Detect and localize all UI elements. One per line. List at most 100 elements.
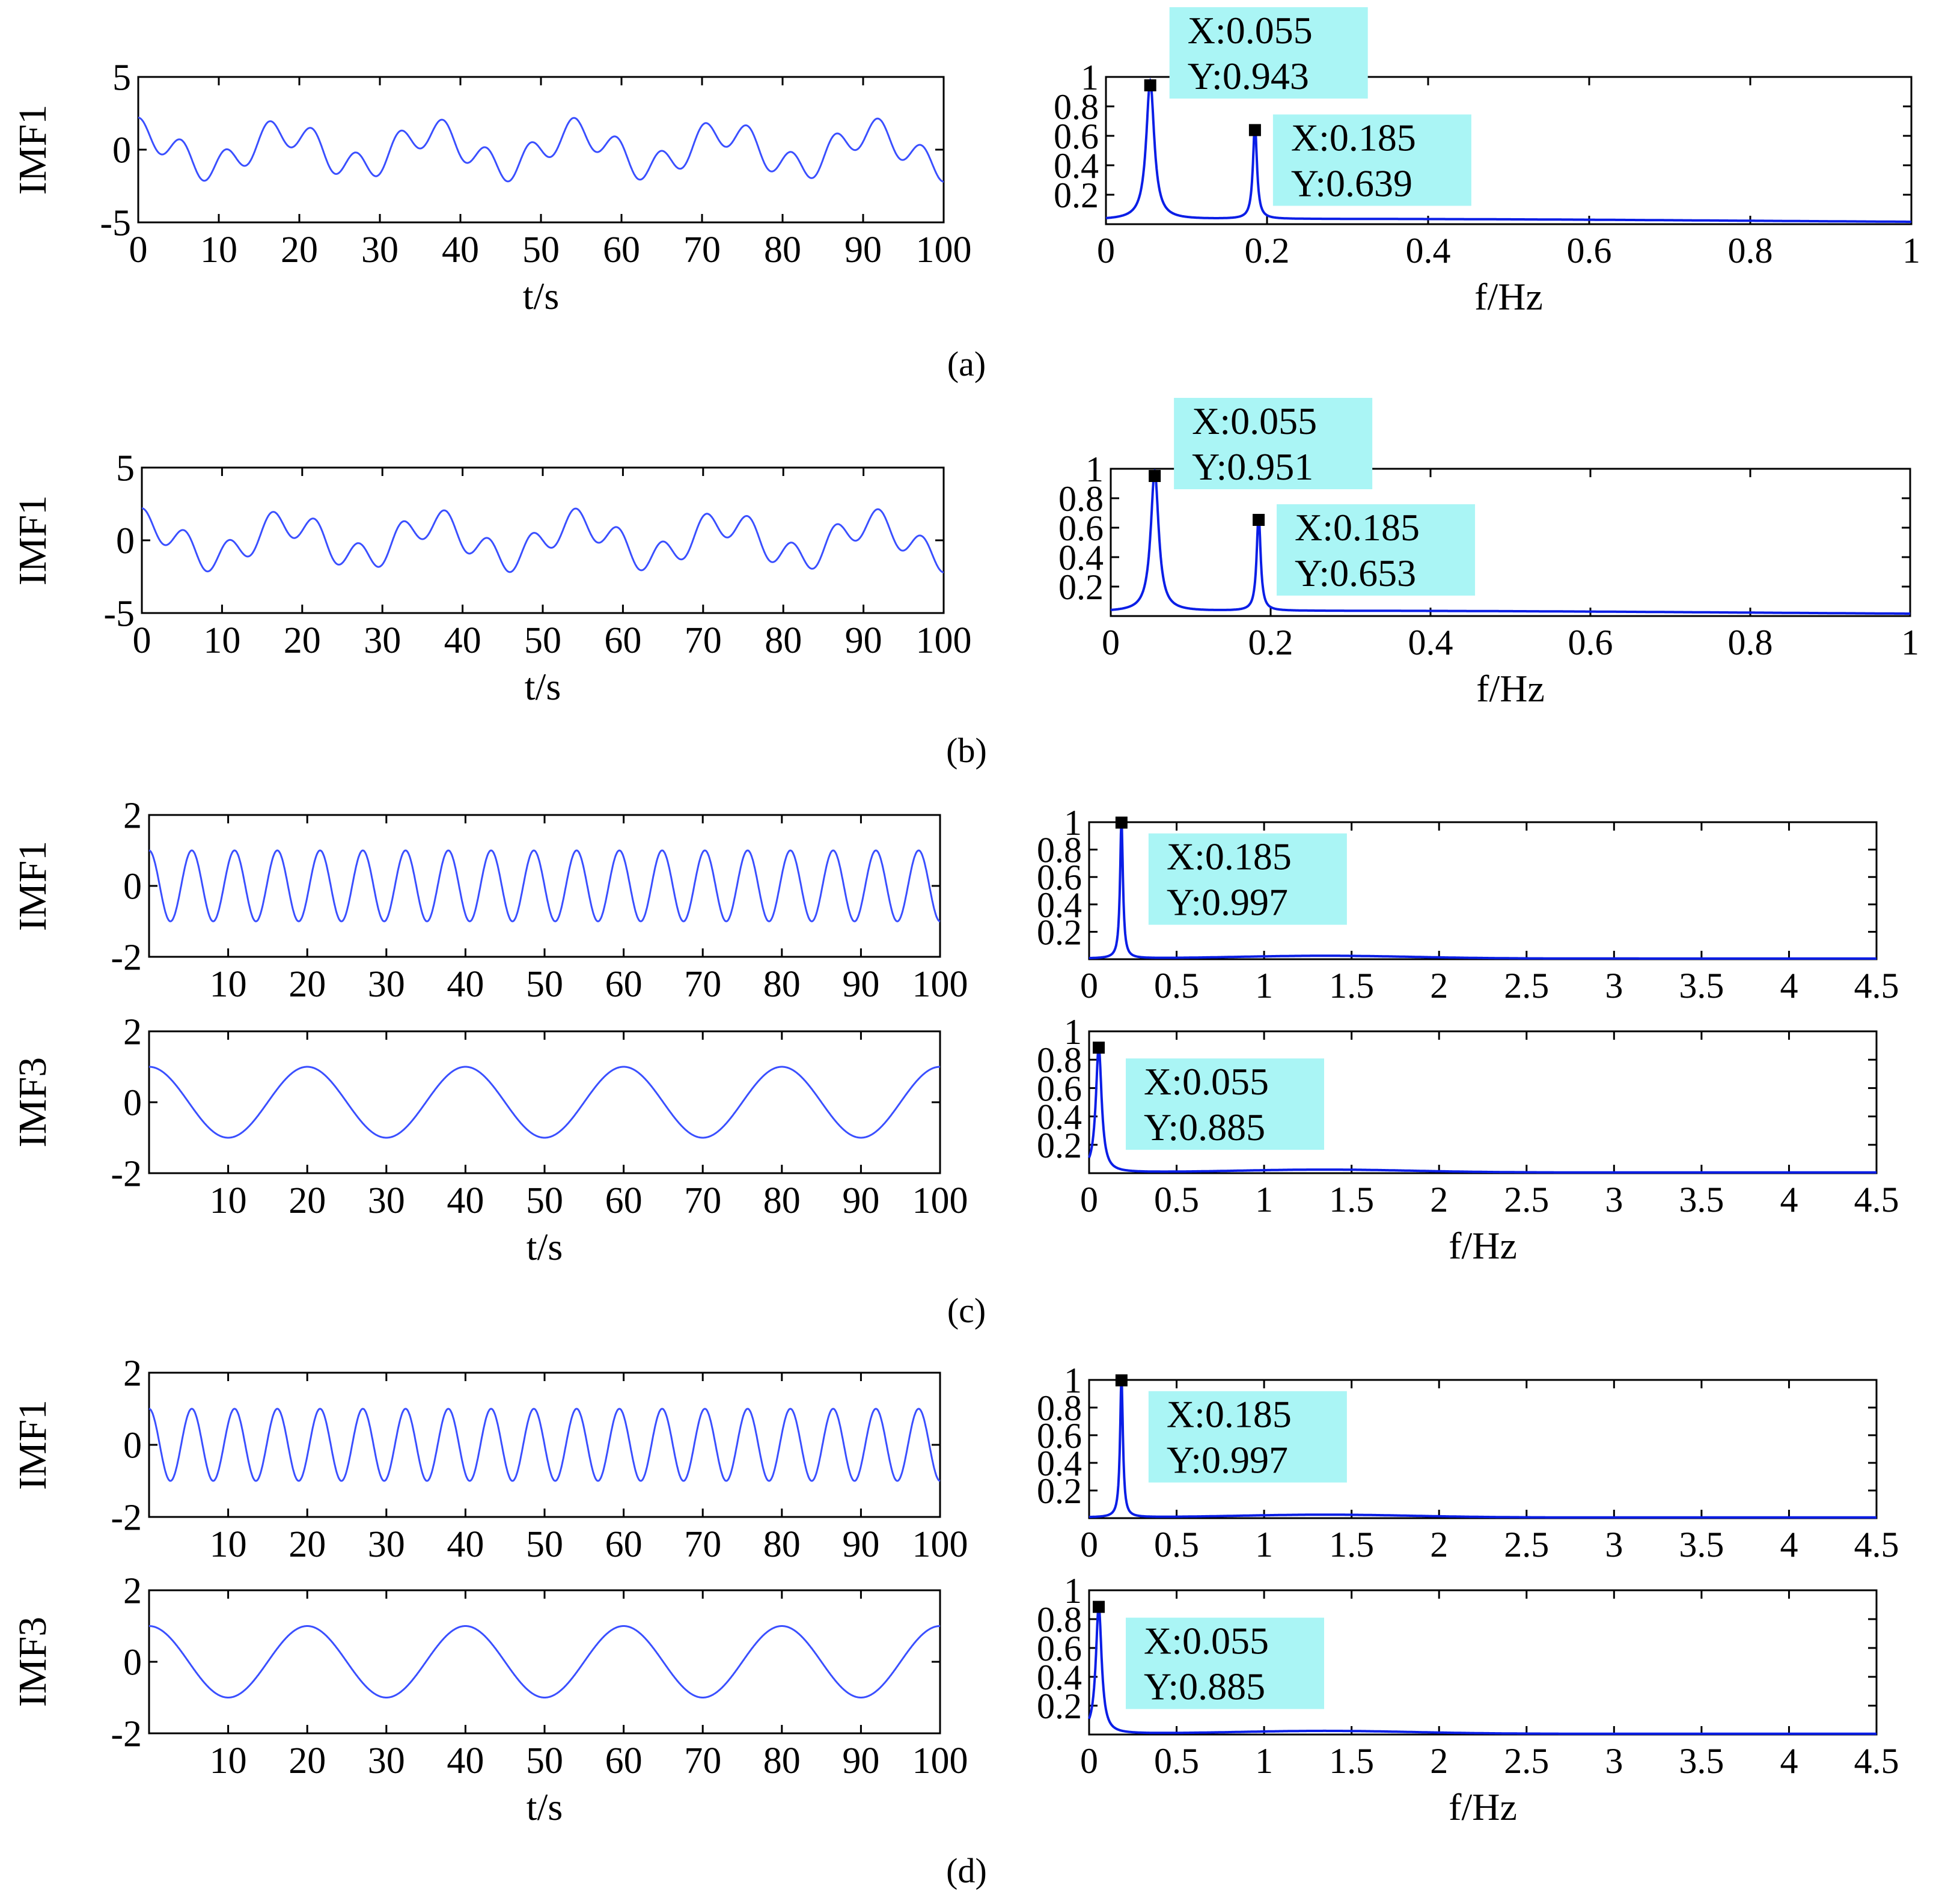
- datatip-box: [1148, 833, 1347, 925]
- y-tick-label: -2: [111, 938, 142, 978]
- datatip-marker: [1115, 1374, 1128, 1387]
- chart-d-spec-3: 0 0.5 1 1.5 2 2.5 3 3.5 4 4.50.20.40.60.81f/HzX:0…: [1037, 1571, 1899, 1828]
- x-tick-label: 80: [763, 1524, 801, 1565]
- x-axis-label: t/s: [525, 665, 561, 708]
- datatip-box: [1272, 114, 1471, 206]
- x-tick-label: 20: [284, 620, 321, 661]
- x-tick-label: 2.5: [1504, 1180, 1549, 1219]
- x-tick-label: 1.5: [1329, 1525, 1374, 1564]
- y-tick-label: 0.2: [1037, 1126, 1082, 1165]
- chart-a-spec: 0 0.2 0.4 0.6 0.8 10.20.40.60.81f/HzX:0.055Y:…: [1054, 7, 1920, 318]
- x-tick-label: 0: [1080, 966, 1098, 1005]
- axes-frame: [1088, 1589, 1878, 1736]
- x-tick-label: 20: [281, 230, 318, 270]
- x-tick-label: 0.2: [1248, 623, 1293, 662]
- panel-label-b: (b): [946, 731, 987, 770]
- y-tick-label: -2: [111, 1154, 142, 1195]
- x-tick-label: 2: [1430, 1180, 1448, 1219]
- datatip-box: [1126, 1617, 1325, 1709]
- y-tick-label: 0.8: [1037, 1388, 1082, 1428]
- x-tick-label: 20: [289, 1524, 326, 1565]
- datatip-x-label: X:0.055: [1144, 1060, 1269, 1103]
- x-tick-label: 90: [842, 1741, 879, 1781]
- y-tick-label: 2: [123, 1012, 142, 1053]
- datatip-marker: [1149, 470, 1161, 483]
- spectrum-line: [1105, 78, 1911, 223]
- signal-line-IMF1: [148, 1408, 941, 1482]
- x-axis-label: f/Hz: [1449, 1224, 1517, 1267]
- x-tick-label: 0.6: [1567, 231, 1612, 270]
- x-tick-label: 2.5: [1504, 1741, 1549, 1781]
- signal-line-IMF1: [138, 117, 944, 183]
- datatip-marker: [1253, 514, 1265, 526]
- x-tick-label: 100: [912, 1524, 968, 1565]
- y-tick-label: 1: [1064, 1361, 1082, 1400]
- signal-line-IMF1: [142, 507, 944, 573]
- spectrum-line: [1088, 1044, 1877, 1174]
- y-tick-label: 0.6: [1037, 1416, 1082, 1456]
- x-tick-label: 0.4: [1406, 231, 1451, 270]
- x-tick-label: 90: [844, 230, 882, 270]
- datatip-x-label: X:0.055: [1144, 1620, 1269, 1662]
- x-tick-label: 0.8: [1728, 231, 1773, 270]
- x-tick-label: 20: [289, 964, 326, 1005]
- datatip-marker: [1248, 124, 1261, 136]
- chart-d-time-3: 10 20 30 40 50 60 70 80 90 100 -2 0 2 t/s IMF3: [11, 1571, 968, 1828]
- y-axis-label: IMF1: [11, 495, 55, 585]
- y-tick-label: 0.4: [1037, 885, 1082, 925]
- datatip-x-label: X:0.185: [1167, 835, 1292, 878]
- x-tick-label: 0: [1097, 231, 1115, 270]
- x-tick-label: 3: [1605, 1525, 1623, 1564]
- x-tick-label: 3.5: [1679, 966, 1724, 1005]
- panel-label-a: (a): [947, 344, 986, 383]
- chart-c-spec-1: 0 0.5 1 1.5 2 2.5 3 3.5 4 4.50.20.40.60.81X:0.185…: [1037, 803, 1899, 1005]
- x-tick-label: 0.2: [1245, 231, 1290, 270]
- x-tick-label: 60: [605, 1741, 643, 1781]
- x-tick-label: 40: [447, 1741, 484, 1781]
- y-tick-label: 2: [123, 1353, 142, 1394]
- x-tick-label: 90: [842, 1180, 879, 1221]
- x-tick-label: 100: [912, 1741, 968, 1781]
- x-tick-label: 0: [1080, 1180, 1098, 1219]
- x-tick-label: 1: [1255, 1525, 1273, 1564]
- datatip-y-label: Y:0.885: [1144, 1106, 1265, 1149]
- x-tick-label: 80: [763, 1741, 801, 1781]
- x-tick-label: 30: [364, 620, 401, 661]
- x-tick-label: 2.5: [1504, 966, 1549, 1005]
- datatip-y-label: Y:0.943: [1188, 55, 1309, 97]
- x-tick-label: 80: [764, 230, 801, 270]
- x-tick-label: 3: [1605, 1180, 1623, 1219]
- x-tick-label: 1: [1901, 623, 1919, 662]
- x-tick-label: 1: [1255, 1741, 1273, 1781]
- y-axis-label: IMF1: [11, 1400, 55, 1490]
- y-tick-label: -2: [111, 1714, 142, 1755]
- spectrum-line: [1110, 468, 1910, 615]
- x-axis-label: f/Hz: [1449, 1786, 1517, 1828]
- x-tick-label: 30: [361, 230, 399, 270]
- y-tick-label: 0.4: [1037, 1444, 1082, 1483]
- x-tick-label: 0.4: [1408, 623, 1453, 662]
- x-tick-label: 50: [522, 230, 560, 270]
- x-tick-label: 10: [210, 964, 247, 1005]
- x-tick-label: 2: [1430, 1525, 1448, 1564]
- datatip-y-label: Y:0.639: [1291, 162, 1412, 204]
- y-tick-label: 2: [123, 1571, 142, 1612]
- x-tick-label: 40: [442, 230, 479, 270]
- y-tick-label: 1: [1064, 803, 1082, 843]
- spectrum-line: [1089, 1379, 1877, 1519]
- y-tick-label: 1: [1086, 450, 1104, 489]
- x-tick-label: 4: [1780, 966, 1798, 1005]
- x-tick-label: 0.6: [1568, 623, 1613, 662]
- x-tick-label: 60: [605, 964, 643, 1005]
- datatip-box: [1174, 398, 1373, 490]
- y-tick-label: 5: [112, 58, 131, 99]
- x-tick-label: 70: [684, 964, 721, 1005]
- axes-frame: [1088, 1030, 1878, 1174]
- x-tick-label: 30: [368, 1524, 405, 1565]
- y-axis-label: IMF1: [11, 105, 55, 195]
- chart-c-spec-3: 0 0.5 1 1.5 2 2.5 3 3.5 4 4.50.20.40.60.81f/HzX:0…: [1037, 1012, 1899, 1267]
- y-tick-label: 0: [123, 1643, 142, 1683]
- y-tick-label: -2: [111, 1498, 142, 1539]
- x-tick-label: 60: [604, 620, 641, 661]
